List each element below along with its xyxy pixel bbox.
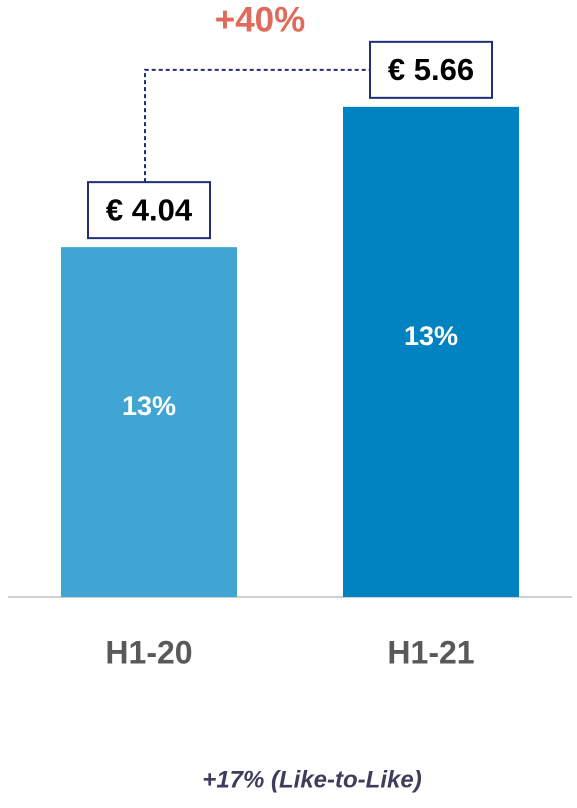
bar [61,247,237,598]
change-annotation: +40% [215,0,306,39]
x-tick-label: H1-20 [105,634,192,670]
connector [144,68,370,183]
inner-label: 13% [122,391,176,421]
value-label: € 5.66 [388,52,474,87]
inner-label: 13% [404,321,458,351]
value-label-box [87,181,211,240]
x-tick-label: H1-21 [387,634,474,670]
footnote: +17% (Like-to-Like) [202,766,421,793]
bar [343,106,519,598]
value-label: € 4.04 [106,192,193,227]
value-label-box [369,40,493,99]
